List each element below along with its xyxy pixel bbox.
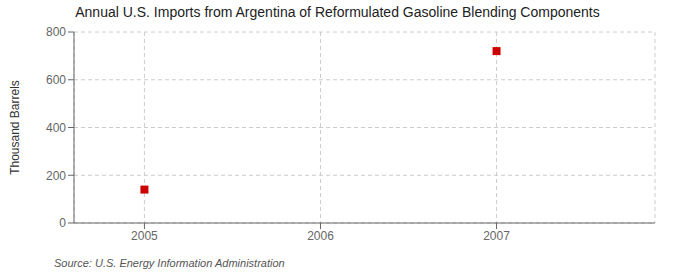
svg-text:2006: 2006	[307, 229, 334, 243]
svg-text:2007: 2007	[483, 229, 510, 243]
svg-text:800: 800	[46, 25, 66, 39]
svg-text:400: 400	[46, 121, 66, 135]
svg-text:0: 0	[59, 216, 66, 230]
html-text:Annual U.S. Imports from Argen: Annual U.S. Imports from Argentina of Re…	[75, 4, 600, 20]
svg-text:600: 600	[46, 73, 66, 87]
svg-text:200: 200	[46, 169, 66, 183]
html-text:Source: U.S. Energy Informatio: Source: U.S. Energy Information Administ…	[54, 257, 285, 269]
svg-text:Thousand Barrels: Thousand Barrels	[8, 80, 22, 175]
svg-text:2005: 2005	[131, 229, 158, 243]
